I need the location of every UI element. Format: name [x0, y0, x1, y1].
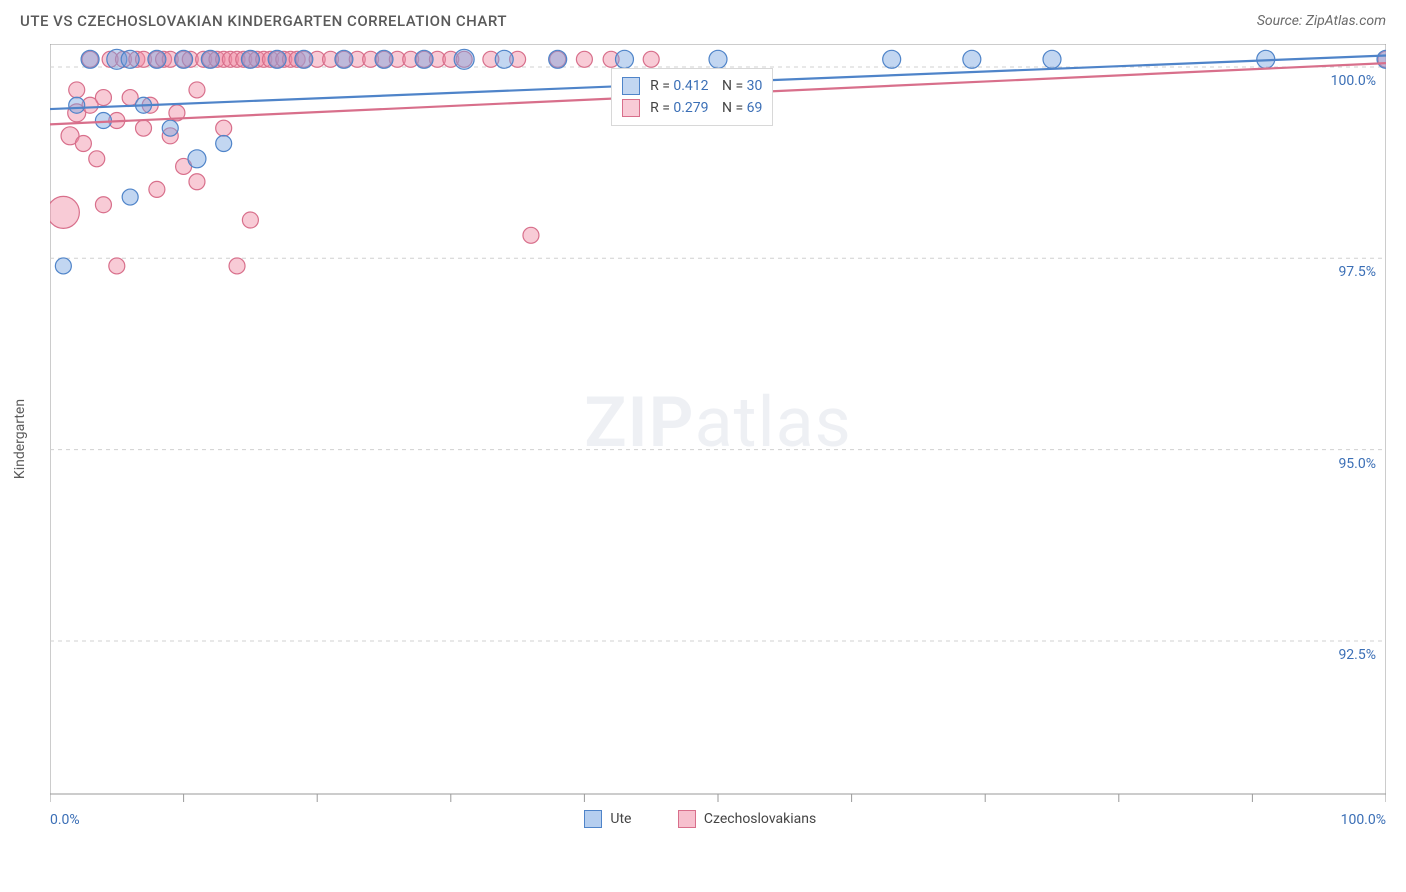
scatter-plot: [50, 44, 1386, 834]
y-axis-label: Kindergarten: [12, 399, 28, 479]
x-tick-label: 100.0%: [1341, 812, 1386, 828]
y-tick-label: 100.0%: [1331, 73, 1376, 89]
x-tick-label: 0.0%: [50, 812, 80, 828]
legend-item-czech: Czechoslovakians: [678, 810, 816, 828]
chart-source: Source: ZipAtlas.com: [1257, 13, 1386, 29]
legend-inset: R = 0.412 N = 30 R = 0.279 N = 69: [611, 68, 773, 126]
y-tick-label: 95.0%: [1338, 456, 1376, 472]
chart-area: Kindergarten ZIPatlas R = 0.412 N = 30 R…: [50, 44, 1386, 834]
y-tick-label: 97.5%: [1338, 264, 1376, 280]
chart-title: UTE VS CZECHOSLOVAKIAN KINDERGARTEN CORR…: [20, 12, 507, 30]
legend-item-ute: Ute: [584, 810, 631, 828]
y-tick-label: 92.5%: [1338, 647, 1376, 663]
chart-header: UTE VS CZECHOSLOVAKIAN KINDERGARTEN CORR…: [0, 0, 1406, 38]
